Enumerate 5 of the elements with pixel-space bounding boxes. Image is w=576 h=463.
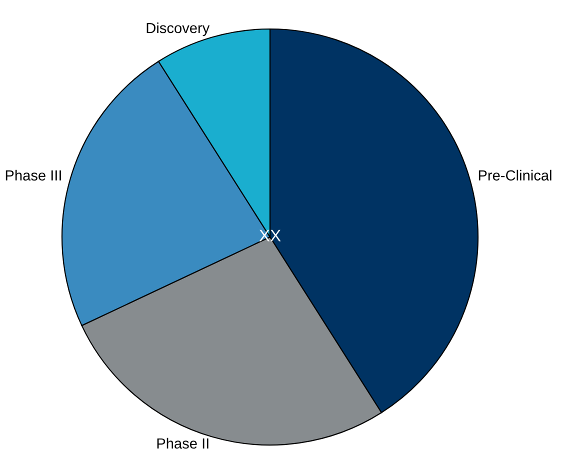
slice-label: Phase II xyxy=(157,438,208,449)
slice-label: Pre-Clinical xyxy=(478,170,552,181)
slice-label: Discovery xyxy=(146,22,210,36)
slice-label: Phase III xyxy=(6,170,61,181)
text: XX xyxy=(259,230,281,242)
